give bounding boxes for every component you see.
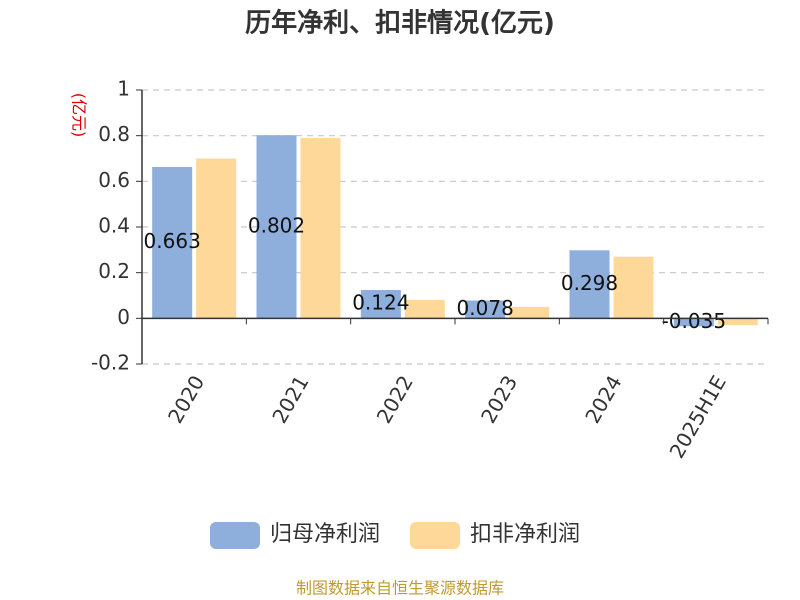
bar: [717, 318, 758, 326]
bar: [152, 166, 193, 319]
legend-label: 扣非净利润: [470, 522, 580, 547]
chart-title: 历年净利、扣非情况(亿元): [245, 8, 555, 39]
legend-swatch: [410, 522, 460, 549]
data-label: 0.802: [248, 213, 305, 237]
y-tick-label: 1: [117, 77, 130, 101]
data-label: 0.298: [561, 271, 618, 295]
data-label: 0.663: [144, 229, 201, 253]
bar: [360, 290, 401, 319]
bar: [569, 250, 610, 319]
bar: [404, 300, 445, 319]
bar: [465, 300, 506, 319]
y-tick-label: 0.4: [98, 214, 130, 238]
y-tick-label: -0.2: [91, 351, 130, 375]
x-tick-label: 2022: [372, 371, 418, 427]
legend-swatch: [210, 522, 260, 549]
y-tick-label: 0.8: [98, 122, 130, 146]
bar: [300, 137, 341, 319]
bar: [256, 135, 297, 319]
data-label: 0.124: [352, 291, 409, 315]
x-tick-label: 2025H1E: [664, 371, 730, 462]
data-label: -0.035: [662, 309, 726, 333]
data-label: 0.078: [457, 296, 514, 320]
legend-label: 归母净利润: [270, 522, 380, 547]
bar: [673, 318, 714, 327]
x-tick-label: 2021: [267, 371, 313, 427]
x-tick-label: 2024: [580, 371, 626, 427]
y-tick-label: 0.2: [98, 259, 130, 283]
bar: [509, 306, 550, 319]
bar: [613, 256, 654, 319]
x-tick-label: 2023: [476, 371, 522, 427]
y-tick-label: 0: [117, 305, 130, 329]
x-tick-label: 2020: [163, 371, 209, 427]
y-tick-label: 0.6: [98, 168, 130, 192]
source-note: 制图数据来自恒生聚源数据库: [296, 579, 504, 598]
y-axis-label: (亿元): [70, 93, 89, 138]
bar: [196, 158, 237, 319]
